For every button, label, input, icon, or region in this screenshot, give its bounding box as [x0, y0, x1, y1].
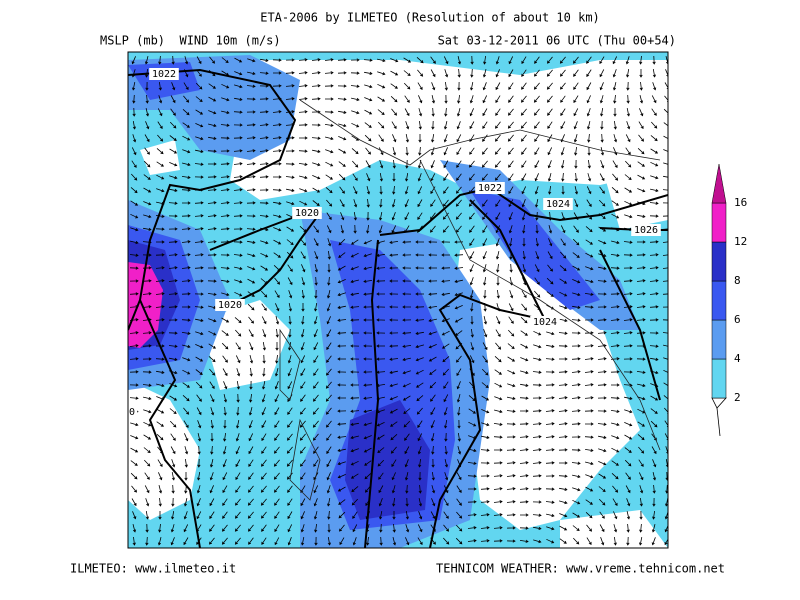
colorbar-segment: [711, 319, 727, 360]
colorbar-label: 8: [734, 274, 741, 287]
isobar-label-box: [631, 224, 661, 236]
wind-arrows: [129, 55, 668, 546]
isobar-label: 1022: [152, 69, 176, 80]
isobar-label-box: [128, 406, 138, 418]
colorbar-label: 4: [734, 352, 741, 365]
map-frame: [127, 51, 669, 549]
colorbar-label: 2: [734, 391, 741, 404]
isobar-label: 1020: [218, 300, 242, 311]
subtitle-left: MSLP (mb) WIND 10m (m/s): [100, 34, 281, 48]
isobar-label-box: [530, 316, 560, 328]
isobars: [128, 68, 668, 548]
subtitle-right: Sat 03-12-2011 06 UTC (Thu 00+54): [438, 34, 676, 48]
colorbar-segment: [711, 358, 727, 399]
colorbar-cap: [711, 163, 727, 204]
colorbar-segment: [711, 280, 727, 321]
colorbar-segment: [711, 202, 727, 243]
isobar-label: 1020: [295, 208, 319, 219]
isobar-label-box: [292, 207, 322, 219]
colorbar-segment: [711, 241, 727, 282]
wind-12-16: [128, 262, 163, 348]
colorbar-label: 16: [734, 196, 747, 209]
colorbar-label: 6: [734, 313, 741, 326]
isobar-label: 1024: [533, 317, 557, 328]
isobar-label: 1026: [634, 225, 658, 236]
colorbar: 2 4 6 8 12 16: [711, 163, 747, 437]
isobar-label-box: [215, 299, 245, 311]
isobar-label-box: [475, 182, 505, 194]
colorbar-label: 12: [734, 235, 747, 248]
coastlines: [279, 99, 661, 501]
footer-left: ILMETEO: www.ilmeteo.it: [70, 562, 236, 576]
isobar-labels: 1022 1020 1020 1022 1024 1024 1026 0: [128, 68, 661, 418]
footer-right: TEHNICOM WEATHER: www.vreme.tehnicom.net: [436, 562, 725, 576]
isobar-label-box: [543, 198, 573, 210]
map: 1022 1020 1020 1022 1024 1024 1026 0: [128, 52, 668, 548]
isobar-label: 0: [129, 407, 135, 418]
colorbar-tail: [711, 397, 727, 409]
title: ETA-2006 by ILMETEO (Resolution of about…: [260, 11, 600, 25]
colorbar-tail-line: [716, 407, 721, 437]
isobar-label-box: [149, 68, 179, 80]
isobar-label: 1022: [478, 183, 502, 194]
isobar-label: 1024: [546, 199, 570, 210]
